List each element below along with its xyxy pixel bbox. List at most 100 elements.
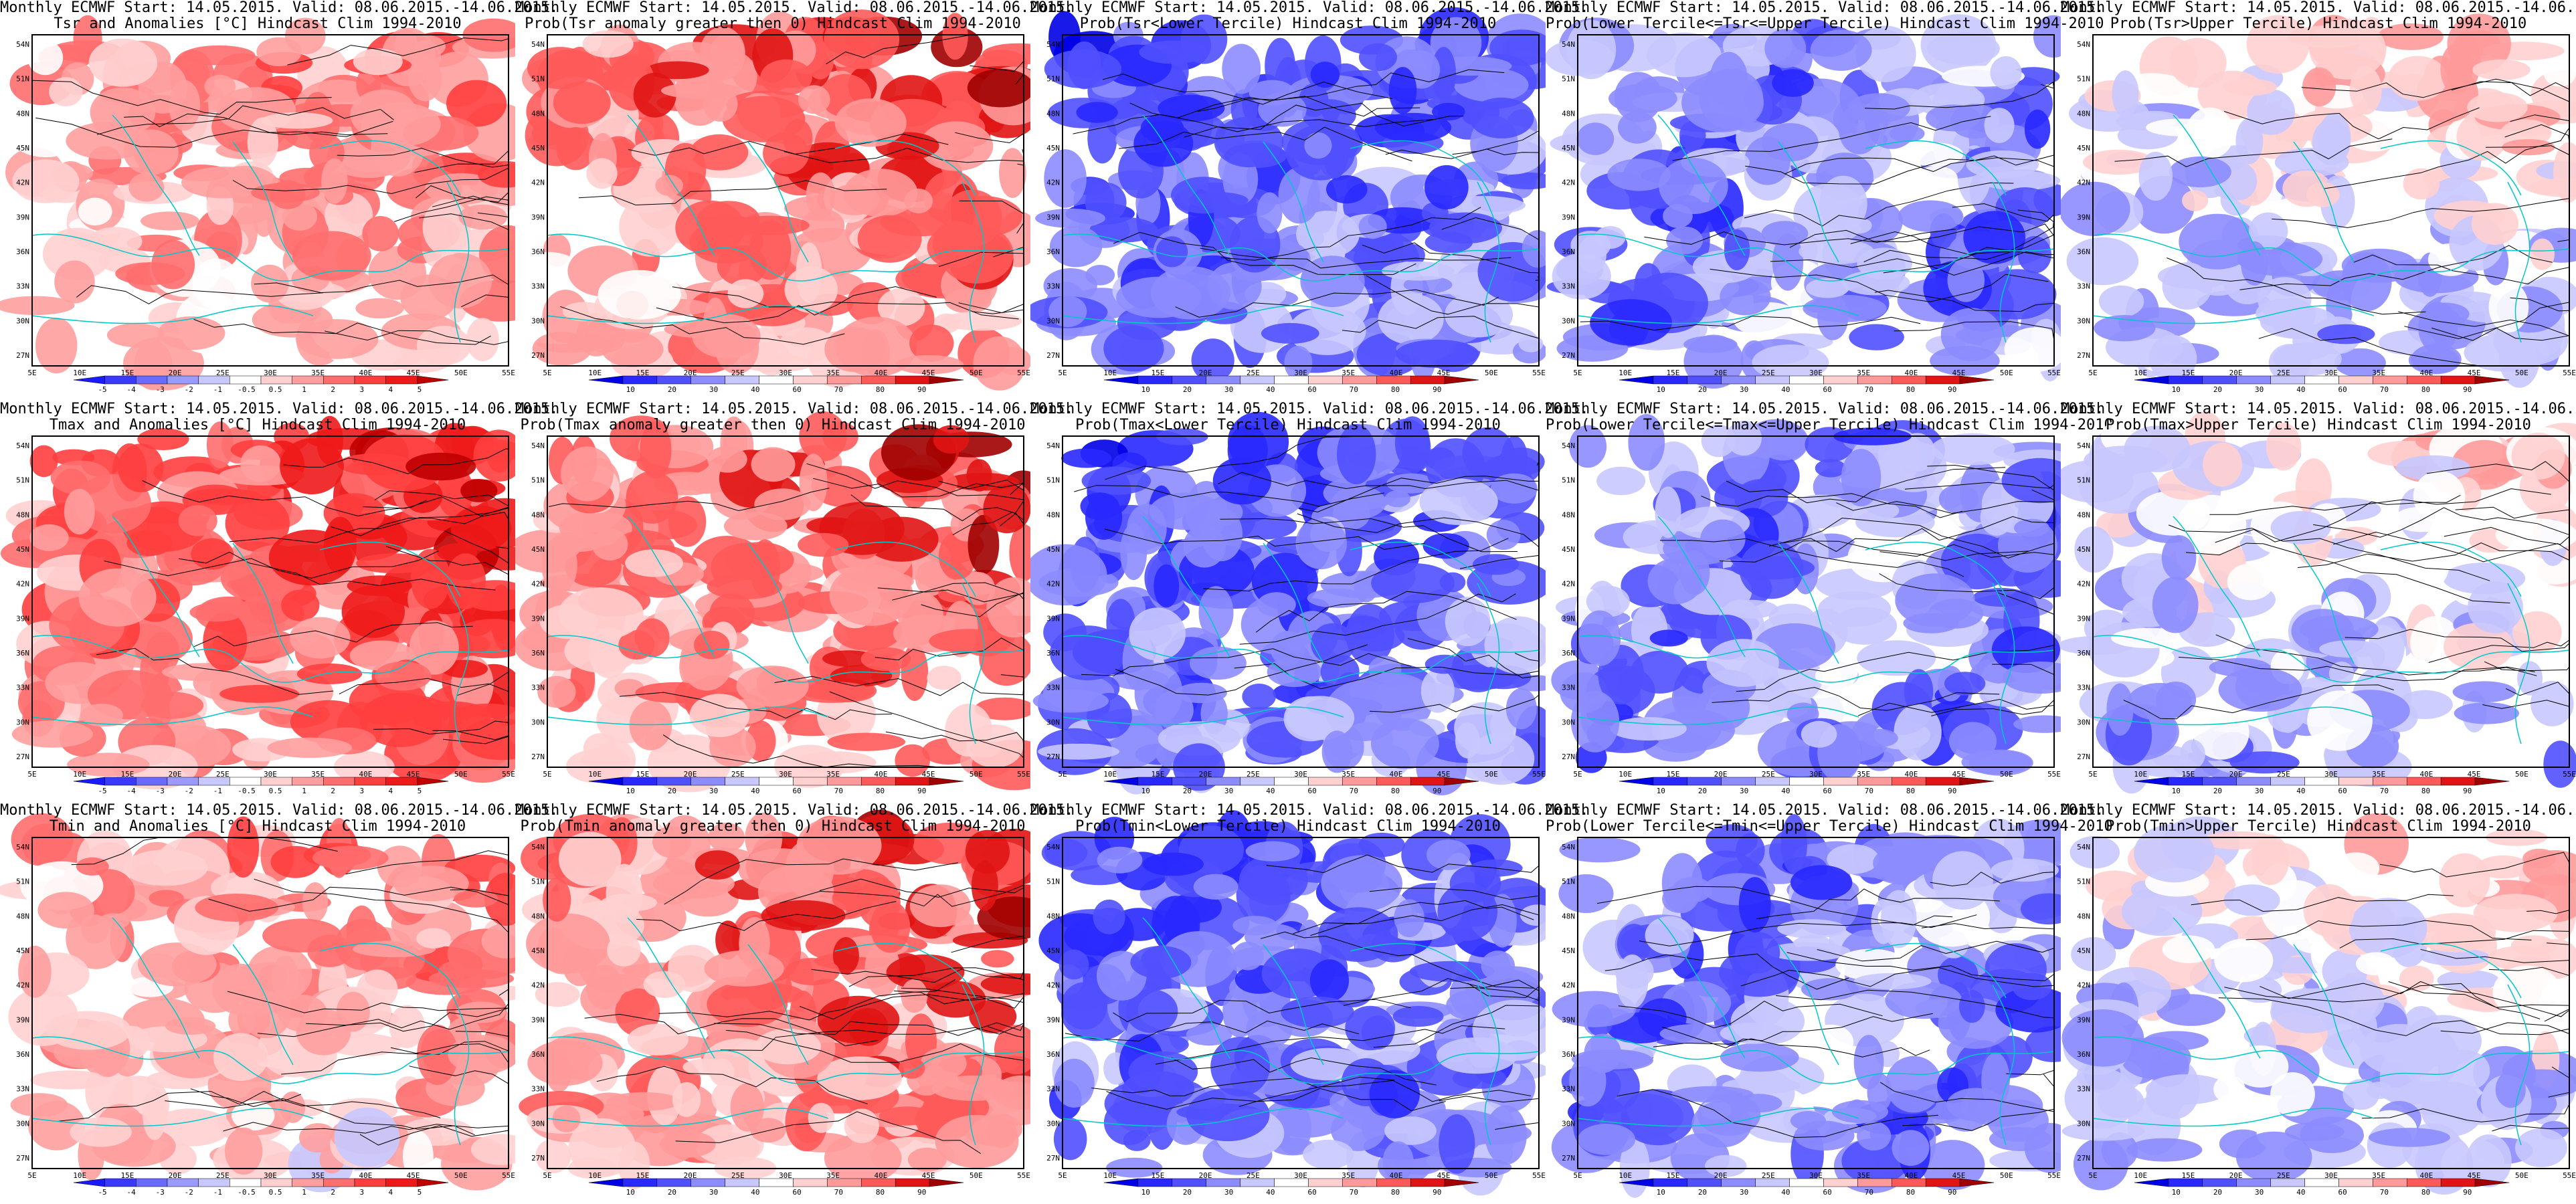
- lat-tick-label: 42N: [1046, 981, 1060, 990]
- lon-tick-label: 15E: [1666, 770, 1679, 779]
- colorbar: 10 20 30 40 60 70 80 90: [588, 1178, 964, 1197]
- colorbar-label: 20: [2213, 787, 2222, 795]
- lon-tick-label: 30E: [2324, 770, 2338, 779]
- colorbar-label: -2: [185, 787, 193, 795]
- shaded-field: [1546, 14, 2061, 389]
- colorbar-label: 5: [418, 385, 422, 394]
- colorbar-label: 10: [1657, 787, 1665, 795]
- lat-tick-label: 45N: [16, 946, 29, 955]
- lon-tick-label: 50E: [970, 770, 983, 779]
- lon-tick-label: 40E: [1904, 369, 1918, 377]
- lon-tick-label: 20E: [2229, 1171, 2243, 1180]
- colorbar: 10 20 30 40 60 70 80 90: [2134, 1178, 2510, 1197]
- panel-subtitle: Tmax and Anomalies [°C] Hindcast Clim 19…: [49, 417, 466, 433]
- lon-tick-label: 50E: [454, 1171, 468, 1180]
- lat-tick-label: 36N: [16, 247, 29, 256]
- lon-tick-label: 30E: [779, 1171, 792, 1180]
- coastlines: [547, 114, 1024, 343]
- lat-tick-label: 36N: [1046, 649, 1060, 658]
- lon-tick-label: 45E: [2468, 1171, 2481, 1180]
- colorbar-label: 90: [2463, 385, 2472, 394]
- map-plot: 5E 10E 15E 20E 25E 30E 35E 40E 45E 50E 55E 27N 30N 33…: [1030, 7, 1546, 394]
- colorbar-label: 80: [1906, 385, 1915, 394]
- colorbar-label: 0.5: [269, 787, 282, 795]
- lon-tick-label: 10E: [588, 369, 602, 377]
- colorbar-label: 30: [1740, 385, 1748, 394]
- lon-tick-label: 25E: [731, 369, 745, 377]
- colorbar-label: 40: [1781, 787, 1790, 795]
- lat-tick-label: 27N: [1562, 752, 1575, 761]
- colorbar: 10 20 30 40 60 70 80 90: [1103, 375, 1479, 394]
- colorbar-label: -2: [185, 1188, 193, 1197]
- lat-tick-label: 48N: [16, 109, 29, 118]
- colorbar-label: 90: [1948, 385, 1956, 394]
- lon-tick-label: 55E: [1017, 369, 1030, 377]
- lon-tick-label: 40E: [874, 770, 887, 779]
- lon-tick-label: 5E: [1058, 1171, 1067, 1180]
- shaded-field: [2061, 813, 2576, 1195]
- lon-tick-label: 5E: [1573, 770, 1582, 779]
- lon-tick-label: 5E: [1058, 770, 1067, 779]
- lat-tick-label: 33N: [1046, 684, 1060, 692]
- lon-tick-label: 25E: [1247, 770, 1260, 779]
- lon-tick-label: 15E: [636, 770, 649, 779]
- lon-tick-label: 30E: [264, 1171, 277, 1180]
- lat-tick-label: 54N: [1046, 441, 1060, 450]
- colorbar-label: 20: [1698, 385, 1707, 394]
- lon-tick-label: 15E: [120, 1171, 134, 1180]
- lon-tick-label: 50E: [1485, 1171, 1498, 1180]
- lat-tick-label: 33N: [16, 1085, 29, 1094]
- lon-tick-label: 10E: [1619, 369, 1632, 377]
- lon-tick-label: 25E: [1247, 1171, 1260, 1180]
- colorbar-label: -4: [127, 1188, 136, 1197]
- colorbar-label: 60: [1823, 787, 1831, 795]
- lon-tick-label: 10E: [588, 770, 602, 779]
- lat-tick-label: 39N: [1046, 213, 1060, 221]
- lon-tick-label: 5E: [543, 1171, 551, 1180]
- colorbar-label: 90: [1433, 385, 1441, 394]
- lat-tick-label: 54N: [1046, 843, 1060, 851]
- colorbar-label: 20: [1698, 1188, 1707, 1197]
- colorbar-label: 60: [792, 787, 801, 795]
- colorbar-label: 70: [2380, 1188, 2389, 1197]
- lat-tick-label: 36N: [531, 1050, 545, 1059]
- map-plot: 5E 10E 15E 20E 25E 30E 35E 40E 45E 50E 55E 27N 30N 33…: [1546, 14, 2061, 394]
- panel-subtitle: Prob(Tmax>Upper Tercile) Hindcast Clim 1…: [2106, 417, 2531, 433]
- lon-tick-label: 45E: [407, 1171, 420, 1180]
- lon-tick-label: 35E: [2372, 1171, 2385, 1180]
- lat-tick-label: 39N: [1046, 614, 1060, 623]
- map-panel: 5E 10E 15E 20E 25E 30E 35E 40E 45E 50E 55E 27N 30N 33…: [2061, 401, 2576, 803]
- colorbar-label: -3: [156, 385, 165, 394]
- lon-tick-label: 50E: [1485, 369, 1498, 377]
- colorbar-label: 10: [1141, 385, 1150, 394]
- lat-tick-label: 27N: [2077, 752, 2090, 761]
- lon-tick-label: 30E: [1809, 1171, 1823, 1180]
- coastlines: [2092, 917, 2570, 1146]
- shaded-field: [1030, 7, 1546, 383]
- coastlines: [2092, 114, 2570, 343]
- lat-tick-label: 27N: [1046, 752, 1060, 761]
- colorbar-label: 20: [2213, 385, 2222, 394]
- panel-subtitle: Prob(Tmin anomaly greater then 0) Hindca…: [520, 818, 1026, 835]
- lon-tick-label: 15E: [636, 369, 649, 377]
- lat-tick-label: 27N: [16, 351, 29, 360]
- lon-tick-label: 30E: [2324, 369, 2338, 377]
- lat-tick-label: 51N: [1562, 476, 1575, 485]
- lat-tick-label: 45N: [16, 144, 29, 153]
- panel-title: Monthly ECMWF Start: 14.05.2015. Valid: …: [2061, 401, 2576, 417]
- colorbar-label: 30: [2255, 1188, 2264, 1197]
- lon-tick-label: 20E: [1714, 1171, 1728, 1180]
- lon-tick-label: 15E: [1151, 1171, 1164, 1180]
- lon-tick-label: 40E: [2419, 770, 2433, 779]
- lon-tick-label: 10E: [2134, 1171, 2147, 1180]
- coastlines: [31, 917, 509, 1146]
- lat-tick-label: 48N: [1562, 510, 1575, 519]
- map-plot: 5E 10E 15E 20E 25E 30E 35E 40E 45E 50E 55E 27N 30N 33…: [2061, 13, 2576, 394]
- colorbar-label: 0.5: [269, 385, 282, 394]
- lon-tick-label: 55E: [2047, 1171, 2061, 1180]
- colorbar-label: 70: [834, 385, 843, 394]
- colorbar-label: 40: [2296, 1188, 2305, 1197]
- lat-tick-label: 51N: [2077, 75, 2090, 84]
- lat-tick-label: 30N: [531, 718, 545, 726]
- panel-title: Monthly ECMWF Start: 14.05.2015. Valid: …: [1546, 802, 2104, 819]
